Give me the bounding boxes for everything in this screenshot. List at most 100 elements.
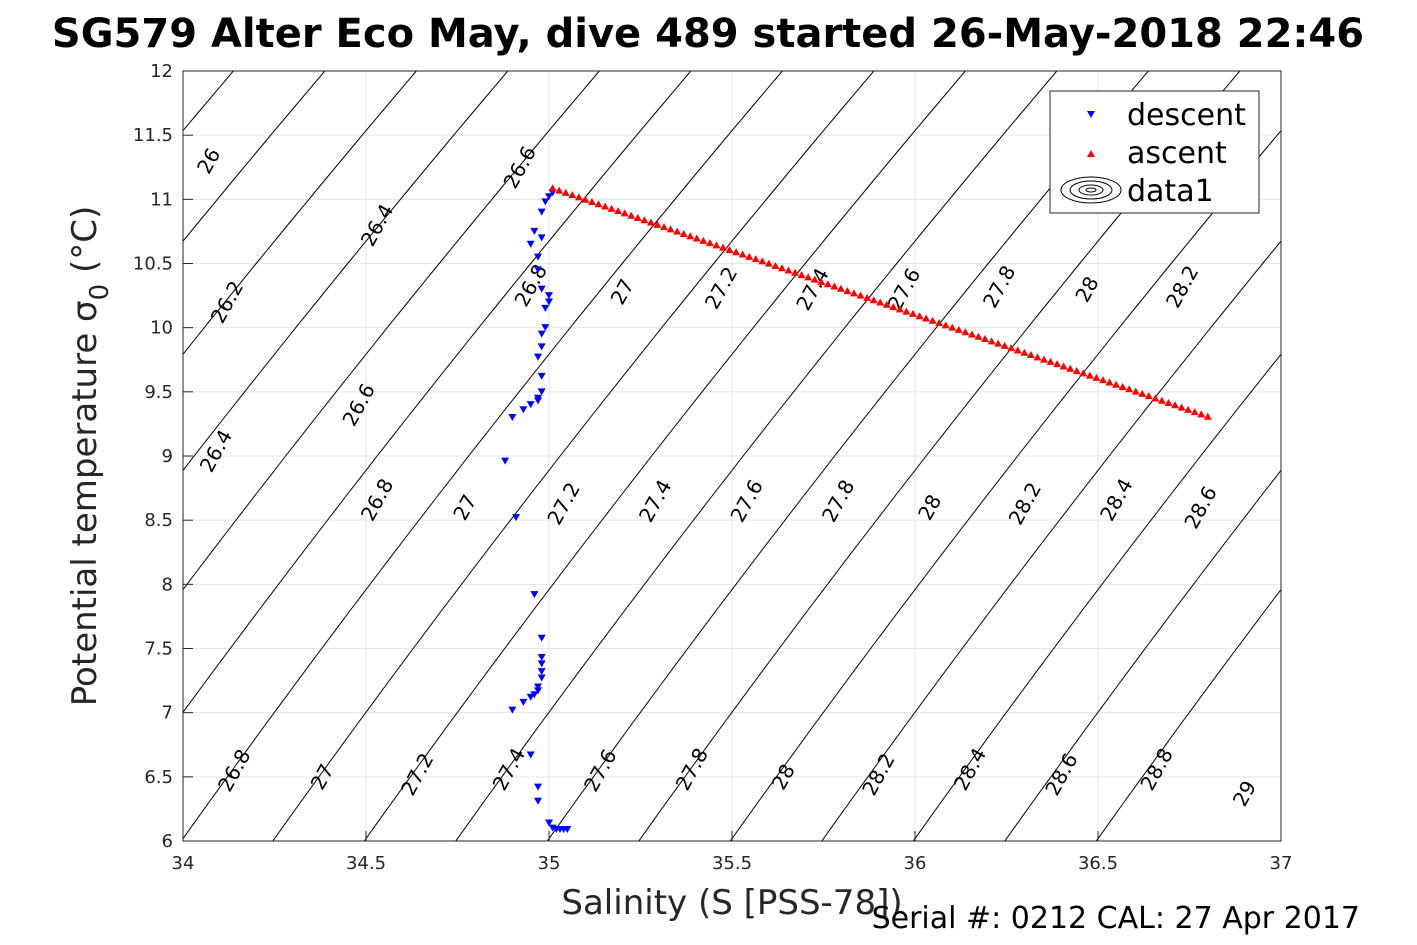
y-tick-label: 9 (162, 446, 173, 467)
descent-point (545, 298, 553, 306)
ascent-point (1164, 399, 1173, 407)
descent-point (541, 198, 550, 206)
density-contours (183, 71, 1281, 841)
contour-line (183, 71, 600, 591)
x-tick-label: 34.5 (346, 853, 386, 874)
ascent-point (830, 282, 839, 290)
descent-point (530, 591, 539, 599)
descent-point (534, 797, 543, 805)
ascent-point (614, 207, 623, 215)
y-axis-label: Potential temperature σ0 (°C) (65, 206, 115, 706)
descent-point (537, 330, 546, 338)
x-tick-label: 35.5 (712, 853, 752, 874)
ascent-point (915, 312, 924, 320)
descent-point (530, 691, 539, 699)
ascent-point (1197, 410, 1206, 418)
legend-data1-label: data1 (1127, 174, 1214, 209)
ascent-point (1131, 387, 1140, 395)
contour-line (546, 71, 1149, 841)
descent-point (534, 397, 543, 405)
contour-line (183, 71, 326, 242)
ascent-point (876, 298, 885, 306)
y-axis-label-sigma: σ (65, 300, 105, 322)
ascent-point (738, 250, 747, 258)
descent-point (526, 751, 535, 759)
ascent-point (686, 232, 695, 240)
ascent-point (627, 211, 636, 219)
legend-ascent-marker (1087, 150, 1095, 157)
y-tick-label: 9.5 (144, 382, 173, 403)
legend: descent ascent data1 (1049, 90, 1260, 214)
descent-point (537, 208, 546, 216)
ascent-point (1066, 364, 1075, 372)
ascent-point (895, 305, 904, 313)
ascent-point (660, 223, 669, 231)
ascent-point (1125, 385, 1134, 393)
ascent-point (568, 191, 577, 199)
x-tick-label: 36.5 (1078, 853, 1118, 874)
descent-point (501, 457, 510, 465)
ascent-point (1000, 341, 1009, 349)
y-axis-label-main: Potential temperature (65, 322, 105, 706)
ascent-point (673, 227, 682, 235)
descent-point (530, 227, 539, 235)
descent-point (537, 372, 546, 380)
ascent-point (804, 273, 813, 281)
descent-point (526, 240, 535, 248)
ascent-point (784, 266, 793, 274)
descent-point (537, 660, 546, 668)
ascent-point (850, 289, 859, 297)
descent-point (545, 292, 553, 300)
descent-point (537, 343, 546, 351)
ascent-point (1190, 408, 1199, 416)
ascent-point (699, 236, 708, 244)
footer-serial-cal: Serial #: 0212 CAL: 27 Apr 2017 (872, 901, 1360, 936)
ascent-point (646, 218, 655, 226)
ascent-point (777, 264, 786, 272)
descent-point (534, 783, 543, 791)
legend-descent-marker (1087, 111, 1095, 118)
x-tick-label: 36 (904, 853, 927, 874)
ascent-point (758, 257, 767, 265)
ascent-point (587, 197, 596, 205)
ascent-point (902, 307, 911, 315)
ascent-point (725, 245, 734, 253)
ascent-point (967, 330, 976, 338)
ascent-point (1020, 348, 1029, 356)
ascent-point (574, 193, 583, 201)
chart-title: SG579 Alter Eco May, dive 489 started 26… (52, 11, 1364, 57)
y-axis-label-sub: 0 (85, 284, 115, 301)
contour-line (1004, 469, 1281, 841)
ascent-point (1026, 351, 1035, 359)
ascent-point (594, 200, 603, 208)
ascent-point (732, 248, 741, 256)
descent-point (534, 687, 543, 695)
y-tick-label: 7 (162, 703, 173, 724)
ascent-point (882, 300, 891, 308)
ascent-point (1151, 394, 1160, 402)
ascent-point (1046, 357, 1055, 365)
descent-point (526, 693, 535, 701)
x-tick-label: 37 (1270, 853, 1293, 874)
ascent-point (653, 220, 662, 228)
ascent-point (948, 323, 957, 331)
ascent-point (1184, 405, 1193, 413)
y-tick-label: 6.5 (144, 767, 173, 788)
contour-line (1095, 588, 1281, 841)
contour-line (272, 71, 875, 841)
ascent-point (994, 339, 1003, 347)
descent-point (537, 634, 546, 642)
y-axis-label-unit: (°C) (65, 206, 105, 284)
legend-ascent-label: ascent (1127, 136, 1227, 171)
ascent-point (751, 255, 760, 263)
descent-point (537, 234, 546, 242)
ascent-point (1033, 353, 1042, 361)
contour-line (183, 71, 417, 356)
ascent-point (974, 332, 983, 340)
ascent-point (692, 234, 701, 242)
legend-box (1049, 90, 1260, 214)
ascent-point (640, 216, 649, 224)
y-axis-ticks: 6 6.5 7 7.5 8 8.5 9 9.5 10 10.5 11 11.5 12 (133, 61, 193, 852)
descent-point (526, 401, 535, 409)
ascent-point (1085, 371, 1094, 379)
